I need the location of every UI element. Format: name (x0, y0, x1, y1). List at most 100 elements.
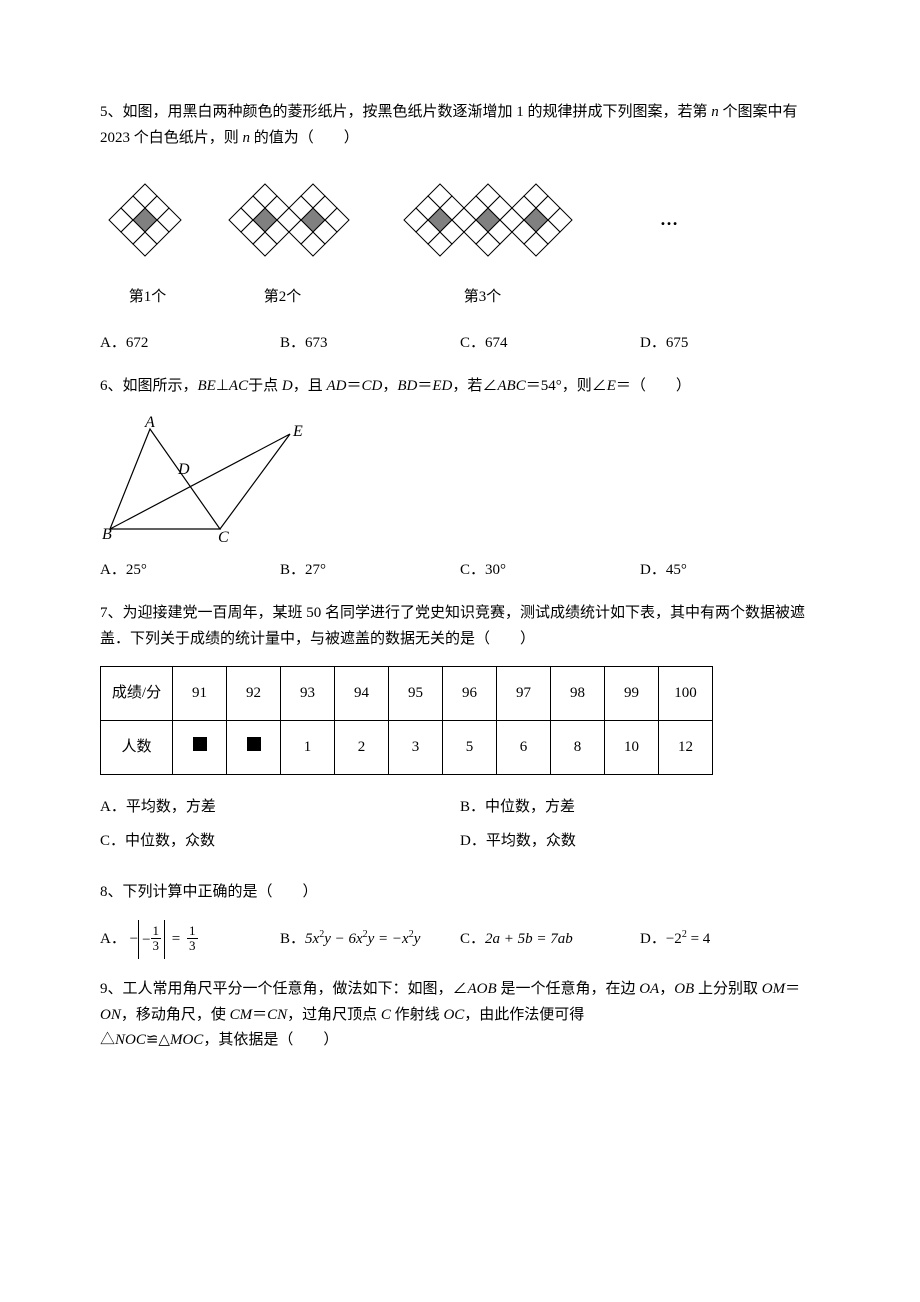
question-9: 9、工人常用角尺平分一个任意角，做法如下：如图，∠AOB 是一个任意角，在边 O… (100, 977, 820, 1054)
question-7: 7、为迎接建党一百周年，某班 50 名同学进行了党史知识竞赛，测试成绩统计如下表… (100, 601, 820, 862)
cell: 95 (389, 667, 443, 721)
t: 1 (187, 924, 198, 939)
t: D． (640, 931, 666, 947)
q7-option-a: A．平均数，方差 (100, 795, 460, 821)
q5-option-c: C．674 (460, 331, 640, 357)
t: ， (382, 378, 397, 394)
q6-option-a: A．25° (100, 558, 280, 584)
q8-stem: 8、下列计算中正确的是（ ） (100, 880, 820, 906)
q7-option-d: D．平均数，众数 (460, 829, 820, 855)
t: ， (659, 981, 674, 997)
q5-stem-a: 5、如图，用黑白两种颜色的菱形纸片，按黑色纸片数逐渐增加 1 的规律拼成下列图案… (100, 104, 711, 120)
cell: 8 (551, 721, 605, 775)
t: NOC (115, 1032, 146, 1048)
cell (173, 721, 227, 775)
t: ，且 (293, 378, 327, 394)
t: E (607, 378, 616, 394)
q8-option-a: A． −−13 = 13 (100, 920, 280, 960)
lbl: A (144, 414, 155, 431)
q7-row-counts: 人数 1 2 3 5 6 8 10 12 (101, 721, 713, 775)
t: 作射线 (391, 1007, 444, 1023)
t: D (282, 378, 293, 394)
frac: 13 (151, 924, 162, 954)
question-8: 8、下列计算中正确的是（ ） A． −−13 = 13 B．5x2y − 6x2… (100, 880, 820, 959)
q5-option-a: A．672 (100, 331, 280, 357)
q6-options: A．25° B．27° C．30° D．45° (100, 558, 820, 584)
t: = (172, 931, 180, 947)
q7-option-c: C．中位数，众数 (100, 829, 460, 855)
q5-var-n: n (711, 104, 719, 120)
t: −2 (666, 931, 682, 947)
q5-labels: 第1个 第2个 第3个 (100, 285, 820, 311)
q5-label-3: 第3个 (370, 285, 595, 311)
t: y = −x (368, 931, 409, 947)
t: C (381, 1007, 391, 1023)
t: 1 (151, 924, 162, 939)
t: ＝54°，则∠ (526, 378, 607, 394)
t: AOB (468, 981, 497, 997)
q5-var-n2: n (243, 130, 251, 146)
q6-option-c: C．30° (460, 558, 640, 584)
t: ，过角尺顶点 (287, 1007, 381, 1023)
q6-figure: A B C D E (100, 414, 310, 544)
t: C． (460, 931, 485, 947)
lbl: E (292, 423, 303, 440)
t: OM (762, 981, 785, 997)
t: − (130, 931, 138, 947)
q8-option-d: D．−22 = 4 (640, 926, 820, 953)
t: ABC (497, 378, 525, 394)
t: ＝ (252, 1007, 267, 1023)
q5-figures: … (100, 165, 820, 275)
lbl: D (177, 461, 190, 478)
q6-option-d: D．45° (640, 558, 820, 584)
t: ≌△ (146, 1032, 170, 1048)
t: 9、工人常用角尺平分一个任意角，做法如下：如图，∠ (100, 981, 468, 997)
t: BD (397, 378, 417, 394)
cell: 1 (281, 721, 335, 775)
t: OB (674, 981, 694, 997)
q5-label-1: 第1个 (100, 285, 195, 311)
cell: 6 (497, 721, 551, 775)
t: OC (443, 1007, 464, 1023)
q9-stem: 9、工人常用角尺平分一个任意角，做法如下：如图，∠AOB 是一个任意角，在边 O… (100, 977, 820, 1054)
t: 6、如图所示， (100, 378, 198, 394)
cell: 100 (659, 667, 713, 721)
q5-label-2: 第2个 (195, 285, 370, 311)
q7-row1-label: 成绩/分 (101, 667, 173, 721)
t: 3 (151, 939, 162, 953)
t: AD (326, 378, 346, 394)
t: B． (280, 931, 305, 947)
cell: 91 (173, 667, 227, 721)
lbl: B (102, 526, 112, 543)
q7-row-scores: 成绩/分 91 92 93 94 95 96 97 98 99 100 (101, 667, 713, 721)
hidden-icon (247, 737, 261, 751)
t: ON (100, 1007, 121, 1023)
cell: 99 (605, 667, 659, 721)
t: = 4 (687, 931, 710, 947)
q7-options: A．平均数，方差 B．中位数，方差 C．中位数，众数 D．平均数，众数 (100, 795, 820, 862)
lbl: C (218, 529, 229, 544)
t: 3 (187, 939, 198, 953)
abs-icon: −13 (138, 920, 165, 960)
t: ED (432, 378, 452, 394)
frac: 13 (187, 924, 198, 954)
cell (227, 721, 281, 775)
cell: 96 (443, 667, 497, 721)
q8-options: A． −−13 = 13 B．5x2y − 6x2y = −x2y C．2a +… (100, 920, 820, 960)
t: ＝ (346, 378, 361, 394)
t: MOC (170, 1032, 203, 1048)
cell: 10 (605, 721, 659, 775)
q5-option-b: B．673 (280, 331, 460, 357)
t: 2a + 5b = 7ab (485, 931, 573, 947)
t: y − 6x (324, 931, 362, 947)
t: CD (361, 378, 382, 394)
q5-stem: 5、如图，用黑白两种颜色的菱形纸片，按黑色纸片数逐渐增加 1 的规律拼成下列图案… (100, 100, 820, 151)
t: ，其依据是（ ） (203, 1032, 338, 1048)
t: ，移动角尺，使 (121, 1007, 230, 1023)
t: CN (267, 1007, 287, 1023)
hidden-icon (193, 737, 207, 751)
t: ＝ (417, 378, 432, 394)
cell: 12 (659, 721, 713, 775)
q5-stem-c: 的值为（ ） (250, 130, 359, 146)
cell: 93 (281, 667, 335, 721)
